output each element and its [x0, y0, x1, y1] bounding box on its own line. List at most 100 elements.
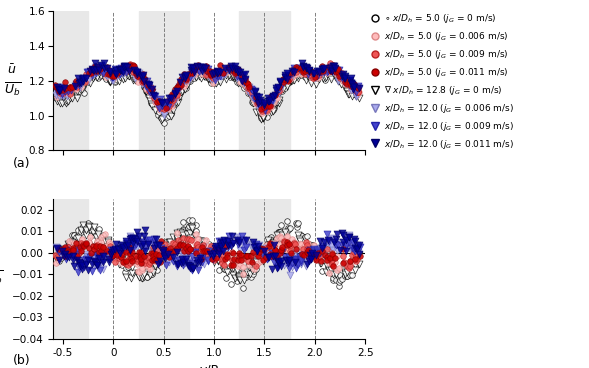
- Point: [147, 258, 157, 263]
- Point: [274, 100, 283, 106]
- Point: [162, 104, 171, 110]
- Point: [242, 241, 252, 247]
- Point: [162, 114, 171, 120]
- Point: [168, 234, 178, 240]
- Point: [301, 65, 310, 71]
- Point: [108, 247, 117, 253]
- Point: [234, 273, 244, 279]
- Point: [149, 258, 158, 263]
- Point: [326, 243, 335, 249]
- Point: [199, 66, 209, 71]
- Point: [95, 70, 104, 75]
- Point: [328, 277, 337, 283]
- Point: [187, 71, 196, 77]
- Point: [134, 260, 144, 266]
- Point: [201, 74, 211, 79]
- Point: [290, 240, 300, 246]
- Point: [149, 236, 158, 242]
- Point: [101, 77, 111, 82]
- Point: [253, 248, 263, 254]
- Point: [85, 80, 95, 86]
- Point: [165, 99, 174, 105]
- Point: [270, 247, 279, 253]
- Point: [143, 273, 152, 279]
- Point: [62, 86, 72, 92]
- Point: [144, 82, 154, 88]
- Point: [105, 245, 115, 251]
- Point: [128, 245, 137, 251]
- Point: [233, 241, 243, 247]
- Point: [323, 240, 332, 245]
- Point: [181, 258, 190, 264]
- Point: [70, 232, 79, 238]
- Point: [137, 78, 147, 84]
- Point: [246, 274, 256, 280]
- Point: [300, 68, 309, 74]
- Point: [239, 238, 249, 244]
- Point: [256, 258, 266, 264]
- Point: [101, 71, 111, 77]
- Point: [242, 79, 252, 85]
- Point: [254, 242, 263, 248]
- Point: [55, 249, 64, 255]
- Point: [272, 256, 282, 262]
- Point: [263, 103, 273, 109]
- Point: [316, 69, 326, 75]
- Point: [193, 261, 202, 267]
- Point: [238, 237, 247, 243]
- Point: [259, 249, 269, 255]
- Point: [265, 103, 274, 109]
- Point: [322, 74, 331, 79]
- Point: [191, 74, 201, 80]
- Point: [147, 89, 156, 95]
- Point: [266, 235, 275, 241]
- Point: [239, 271, 249, 277]
- Point: [64, 243, 74, 249]
- Point: [64, 244, 73, 250]
- Point: [352, 89, 362, 95]
- Point: [274, 84, 284, 90]
- Point: [352, 256, 362, 262]
- Point: [256, 116, 266, 121]
- Point: [177, 229, 187, 234]
- Point: [161, 255, 171, 261]
- Point: [223, 238, 232, 244]
- Point: [145, 254, 154, 260]
- Point: [210, 78, 219, 84]
- Point: [241, 237, 250, 243]
- Point: [179, 85, 188, 91]
- Point: [117, 71, 127, 77]
- Point: [157, 255, 167, 261]
- Point: [138, 79, 147, 85]
- Point: [190, 73, 200, 79]
- Point: [293, 262, 302, 268]
- Point: [217, 243, 226, 249]
- Point: [297, 60, 307, 66]
- Point: [184, 236, 194, 242]
- Point: [255, 245, 264, 251]
- Point: [309, 247, 319, 252]
- Point: [198, 64, 208, 70]
- Point: [344, 82, 353, 88]
- Point: [216, 247, 225, 253]
- Point: [282, 77, 291, 83]
- Point: [332, 67, 341, 73]
- Point: [332, 69, 341, 75]
- Point: [193, 266, 203, 272]
- Point: [117, 258, 126, 263]
- Point: [168, 246, 178, 252]
- Point: [247, 242, 257, 248]
- Point: [58, 93, 68, 99]
- Point: [320, 252, 329, 258]
- Point: [112, 251, 122, 256]
- Point: [72, 234, 81, 240]
- Point: [64, 250, 73, 256]
- Point: [306, 256, 315, 262]
- Point: [177, 82, 187, 88]
- Point: [51, 82, 60, 88]
- Point: [152, 255, 161, 261]
- Point: [207, 75, 217, 81]
- Point: [140, 244, 149, 250]
- Point: [168, 107, 178, 113]
- Point: [191, 238, 201, 244]
